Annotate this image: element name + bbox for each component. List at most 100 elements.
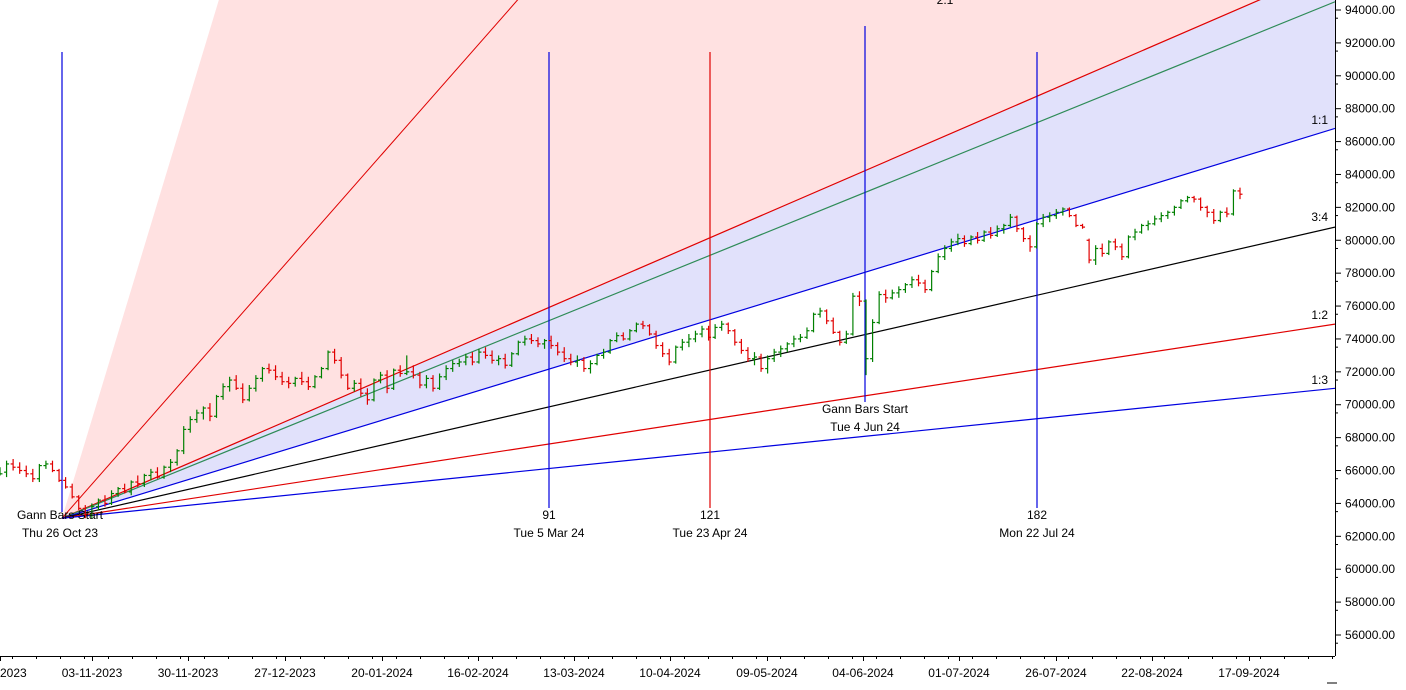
- price-bar-34: [220, 383, 226, 400]
- price-bar-101: [660, 342, 666, 358]
- price-bar-153: [1001, 223, 1007, 234]
- price-bar-158: [1034, 222, 1040, 249]
- fan-line-5: [61, 387, 1335, 519]
- price-bar-46: [299, 371, 305, 385]
- price-bar-37: [240, 383, 246, 404]
- price-bar-183: [1198, 197, 1204, 211]
- price-bar-110: [719, 320, 725, 331]
- price-bar-174: [1139, 223, 1145, 234]
- price-bar-94: [614, 332, 620, 343]
- price-bar-147: [961, 235, 967, 247]
- price-bar-142: [929, 269, 935, 292]
- price-bar-52: [338, 357, 344, 379]
- price-bar-162: [1060, 207, 1066, 216]
- price-bar-73: [476, 348, 482, 364]
- price-bar-95: [620, 332, 626, 341]
- price-bar-1: [4, 460, 10, 478]
- price-bar-42: [273, 365, 279, 381]
- price-bar-157: [1027, 235, 1033, 252]
- price-bar-185: [1211, 209, 1217, 224]
- price-bar-58: [378, 371, 384, 384]
- y-tick-label-16: 88000.00: [1345, 102, 1395, 116]
- price-bar-28: [181, 426, 187, 455]
- price-bar-11: [69, 483, 75, 499]
- price-bar-57: [371, 378, 377, 402]
- price-bar-125: [817, 307, 823, 318]
- y-tick-label-9: 74000.00: [1345, 332, 1395, 346]
- price-bar-76: [496, 355, 502, 366]
- price-bar-82: [535, 337, 541, 348]
- price-bar-180: [1178, 199, 1184, 210]
- price-bar-169: [1106, 240, 1112, 256]
- x-tick-label-5: 16-02-2024: [447, 666, 509, 680]
- price-bar-25: [161, 465, 167, 479]
- price-bar-130: [850, 292, 856, 336]
- x-tick-label-3: 27-12-2023: [254, 666, 316, 680]
- price-bar-127: [830, 317, 836, 335]
- price-bar-99: [647, 324, 653, 336]
- x-tick-label-1: 03-11-2023: [62, 666, 123, 680]
- price-bar-86: [561, 347, 567, 362]
- y-tick-label-4: 64000.00: [1345, 496, 1395, 510]
- price-bar-50: [325, 350, 331, 371]
- price-bar-141: [922, 279, 928, 293]
- y-tick-label-19: 94000.00: [1345, 3, 1395, 17]
- marker-label-0-a: Gann Bars Start: [17, 508, 104, 522]
- price-bar-75: [489, 350, 495, 364]
- price-bar-68: [443, 365, 449, 381]
- price-bar-124: [811, 312, 817, 333]
- marker-label-0-b: Thu 26 Oct 23: [22, 526, 98, 540]
- fan-line-3: [61, 226, 1335, 519]
- price-bar-71: [463, 353, 469, 366]
- x-tick-label-2: 30-11-2023: [158, 666, 219, 680]
- marker-label-2-a: 121: [700, 508, 720, 522]
- price-bar-178: [1165, 210, 1171, 219]
- price-bar-123: [804, 327, 810, 339]
- price-bar-53: [345, 373, 351, 390]
- price-bar-135: [883, 289, 889, 303]
- price-bar-78: [509, 352, 515, 367]
- price-bar-181: [1185, 195, 1191, 203]
- price-bar-88: [574, 355, 580, 367]
- price-bar-48: [312, 375, 318, 389]
- price-bar-80: [522, 335, 528, 346]
- price-bar-166: [1086, 238, 1092, 264]
- price-bar-108: [706, 325, 712, 341]
- price-bar-2: [10, 459, 16, 471]
- price-bar-102: [666, 348, 672, 366]
- y-tick-label-17: 90000.00: [1345, 69, 1395, 83]
- y-tick-label-0: 56000.00: [1345, 628, 1395, 642]
- price-bar-18: [115, 486, 121, 497]
- price-bar-72: [469, 352, 475, 366]
- price-bar-103: [673, 345, 679, 364]
- price-bar-32: [207, 403, 213, 422]
- fan-label-4: 1:2: [1311, 308, 1328, 322]
- price-bar-179: [1171, 205, 1177, 216]
- price-bar-16: [102, 495, 108, 507]
- price-bar-54: [351, 380, 357, 392]
- price-bar-92: [601, 348, 607, 359]
- fan-label-0: 2:1: [937, 0, 954, 7]
- price-bar-128: [837, 330, 843, 346]
- price-bar-38: [246, 385, 252, 402]
- price-bar-65: [423, 375, 429, 389]
- x-tick-label-10: 01-07-2024: [928, 666, 990, 680]
- price-bar-168: [1099, 243, 1105, 257]
- fan-line-4: [61, 323, 1335, 519]
- price-bar-111: [725, 322, 731, 335]
- price-bar-148: [968, 235, 974, 246]
- fan-line-steep-red: [61, 0, 519, 519]
- price-bar-81: [528, 334, 534, 344]
- price-bar-14: [89, 503, 95, 519]
- price-bar-91: [594, 353, 600, 366]
- x-tick-label-9: 04-06-2024: [832, 666, 894, 680]
- price-bar-112: [732, 329, 738, 346]
- marker-label-4-b: Mon 22 Jul 24: [999, 526, 1075, 540]
- price-bar-84: [548, 335, 554, 349]
- price-bar-151: [988, 227, 994, 239]
- price-bar-118: [771, 348, 777, 362]
- price-bar-30: [194, 409, 200, 423]
- price-bar-89: [581, 357, 587, 372]
